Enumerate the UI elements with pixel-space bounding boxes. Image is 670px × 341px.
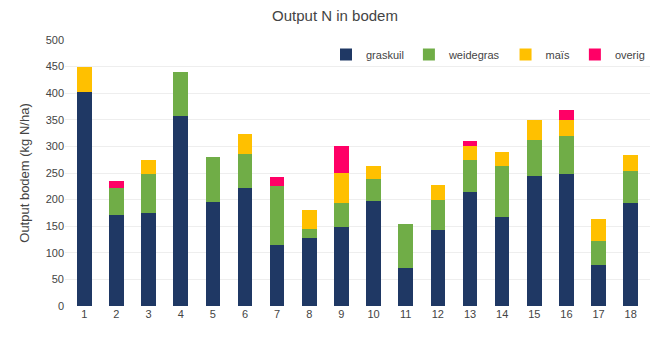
svg-text:350: 350 (46, 114, 64, 126)
svg-text:16: 16 (560, 308, 572, 320)
svg-text:weidegras: weidegras (448, 49, 500, 61)
svg-text:5: 5 (210, 308, 216, 320)
svg-text:18: 18 (625, 308, 637, 320)
svg-text:100: 100 (46, 247, 64, 259)
svg-text:15: 15 (528, 308, 540, 320)
svg-text:maïs: maïs (546, 49, 570, 61)
svg-text:0: 0 (58, 300, 64, 312)
svg-text:50: 50 (52, 273, 64, 285)
svg-text:150: 150 (46, 220, 64, 232)
svg-text:200: 200 (46, 193, 64, 205)
svg-text:13: 13 (464, 308, 476, 320)
svg-text:10: 10 (367, 308, 379, 320)
svg-text:4: 4 (178, 308, 184, 320)
svg-text:1: 1 (81, 308, 87, 320)
svg-text:6: 6 (242, 308, 248, 320)
svg-text:500: 500 (46, 34, 64, 46)
svg-text:14: 14 (496, 308, 508, 320)
svg-text:9: 9 (338, 308, 344, 320)
svg-text:300: 300 (46, 140, 64, 152)
svg-text:overig: overig (615, 49, 645, 61)
svg-text:12: 12 (432, 308, 444, 320)
svg-text:250: 250 (46, 167, 64, 179)
svg-text:450: 450 (46, 60, 64, 72)
svg-text:Output N in bodem: Output N in bodem (272, 7, 398, 24)
svg-text:graskuil: graskuil (366, 49, 404, 61)
svg-text:8: 8 (306, 308, 312, 320)
svg-text:400: 400 (46, 87, 64, 99)
svg-text:Output bodem (kg N/ha): Output bodem (kg N/ha) (17, 103, 32, 242)
svg-text:2: 2 (113, 308, 119, 320)
svg-text:7: 7 (274, 308, 280, 320)
svg-text:11: 11 (400, 308, 411, 320)
svg-text:3: 3 (146, 308, 152, 320)
svg-text:17: 17 (592, 308, 604, 320)
